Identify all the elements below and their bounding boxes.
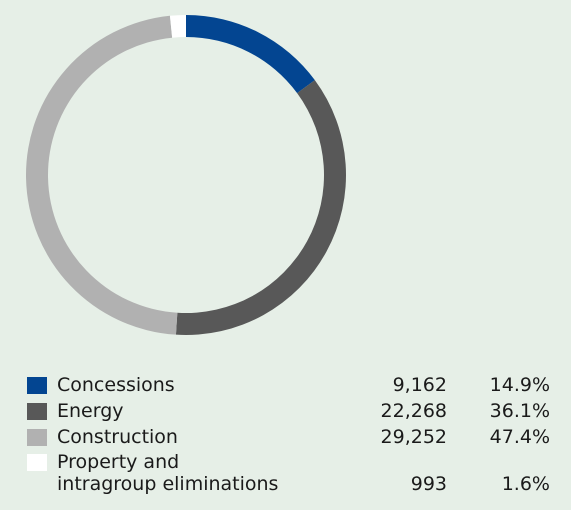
legend-swatch-concessions [27, 377, 47, 394]
legend-swatch-energy [27, 403, 47, 420]
legend-value-energy: 22,268 [380, 400, 447, 422]
donut-segment-2 [26, 15, 178, 335]
donut-chart [26, 15, 347, 335]
legend-label-concessions: Concessions [57, 374, 175, 396]
legend-value-concessions: 9,162 [392, 374, 447, 396]
legend-label-property: Property and intragroup eliminations [57, 451, 279, 495]
legend-swatch-construction [27, 429, 47, 446]
donut-segment-3 [169, 15, 186, 38]
legend-percent-construction: 47.4% [489, 426, 550, 448]
legend-percent-property: 1.6% [501, 473, 550, 495]
legend-value-property: 993 [410, 473, 447, 495]
donut-segment-0 [186, 15, 315, 94]
legend-label-energy: Energy [57, 400, 124, 422]
legend-percent-energy: 36.1% [489, 400, 550, 422]
legend-label-construction: Construction [57, 426, 178, 448]
legend-value-construction: 29,252 [380, 426, 447, 448]
legend-percent-concessions: 14.9% [489, 374, 550, 396]
legend-swatch-property [27, 454, 47, 471]
donut-segment-1 [175, 80, 347, 335]
